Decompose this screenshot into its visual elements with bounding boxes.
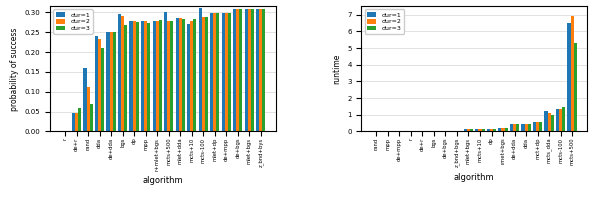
Bar xyxy=(550,115,554,131)
Bar xyxy=(171,21,173,131)
Bar xyxy=(571,15,573,131)
Bar xyxy=(499,128,502,131)
Bar xyxy=(194,19,196,131)
Bar xyxy=(113,32,116,131)
Bar xyxy=(101,48,104,131)
Bar xyxy=(95,36,98,131)
Bar xyxy=(251,9,254,131)
Bar xyxy=(190,21,194,131)
Bar xyxy=(248,9,251,131)
Bar xyxy=(75,113,78,131)
Bar xyxy=(525,124,527,131)
Bar xyxy=(98,39,101,131)
Bar xyxy=(536,122,539,131)
Bar xyxy=(176,18,179,131)
Bar xyxy=(83,68,87,131)
Bar xyxy=(568,23,571,131)
Bar xyxy=(182,20,185,131)
Bar xyxy=(545,111,548,131)
Bar xyxy=(516,124,519,131)
Bar xyxy=(464,130,467,131)
Bar xyxy=(470,130,473,131)
Bar xyxy=(487,130,490,131)
Bar xyxy=(263,9,266,131)
Bar xyxy=(121,16,124,131)
Bar xyxy=(527,124,531,131)
Legend: dur=1, dur=2, dur=3: dur=1, dur=2, dur=3 xyxy=(365,10,404,34)
Bar xyxy=(90,104,93,131)
Bar xyxy=(110,32,113,131)
Bar xyxy=(144,21,148,131)
Bar xyxy=(490,130,493,131)
Bar xyxy=(141,21,144,131)
Bar xyxy=(562,107,565,131)
Bar xyxy=(205,17,208,131)
Bar xyxy=(213,13,217,131)
X-axis label: algorithm: algorithm xyxy=(143,176,183,185)
Bar xyxy=(539,122,542,131)
Bar xyxy=(228,13,231,131)
Bar xyxy=(233,9,236,131)
Bar xyxy=(164,12,167,131)
Bar xyxy=(481,130,484,131)
Bar xyxy=(210,13,213,131)
Bar xyxy=(510,124,513,131)
Bar xyxy=(87,87,90,131)
Bar xyxy=(522,124,525,131)
Bar xyxy=(156,21,159,131)
Bar xyxy=(478,130,481,131)
Bar xyxy=(187,24,190,131)
Bar xyxy=(124,25,127,131)
Bar xyxy=(72,113,75,131)
Bar xyxy=(502,128,504,131)
Bar xyxy=(236,9,240,131)
Bar xyxy=(240,9,242,131)
Bar xyxy=(245,9,248,131)
Bar xyxy=(106,32,110,131)
Bar xyxy=(217,13,219,131)
Bar xyxy=(548,113,550,131)
Bar xyxy=(153,21,156,131)
Bar xyxy=(133,21,136,131)
Bar xyxy=(118,14,121,131)
Bar xyxy=(493,130,496,131)
Bar xyxy=(513,124,516,131)
Bar xyxy=(148,23,150,131)
Bar xyxy=(556,109,559,131)
X-axis label: algorithm: algorithm xyxy=(454,173,494,182)
Bar xyxy=(559,109,562,131)
Bar xyxy=(179,18,182,131)
Bar xyxy=(476,130,478,131)
Bar xyxy=(159,20,162,131)
Bar xyxy=(136,22,139,131)
Bar xyxy=(225,13,228,131)
Bar xyxy=(202,17,205,131)
Bar xyxy=(504,128,508,131)
Bar xyxy=(533,122,536,131)
Bar xyxy=(467,130,470,131)
Y-axis label: runtime: runtime xyxy=(333,54,342,84)
Bar xyxy=(129,21,133,131)
Legend: dur=1, dur=2, dur=3: dur=1, dur=2, dur=3 xyxy=(53,10,93,34)
Y-axis label: probability of success: probability of success xyxy=(10,27,19,111)
Bar xyxy=(573,43,577,131)
Bar xyxy=(199,8,202,131)
Bar xyxy=(256,9,259,131)
Bar xyxy=(167,21,171,131)
Bar xyxy=(222,13,225,131)
Bar xyxy=(259,9,263,131)
Bar xyxy=(78,108,81,131)
